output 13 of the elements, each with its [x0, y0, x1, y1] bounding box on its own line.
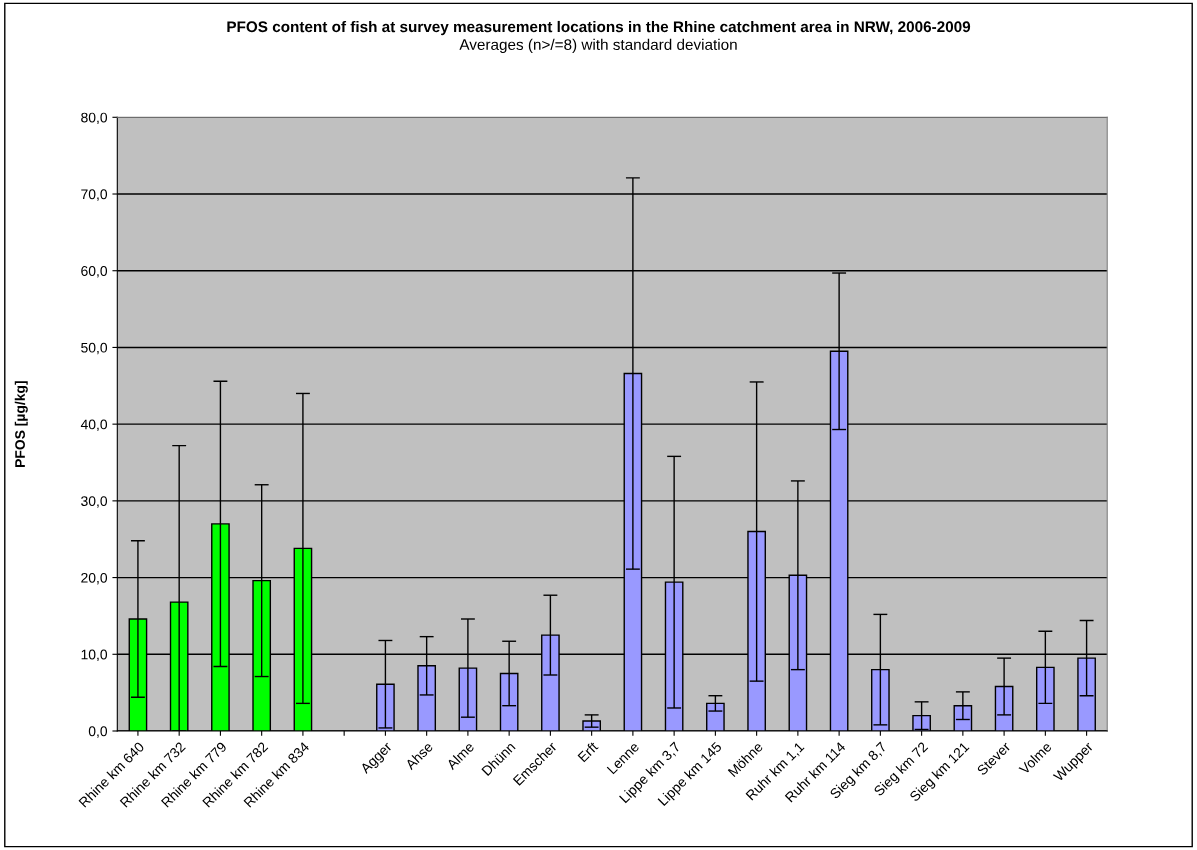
y-tick-label: 60,0: [81, 266, 108, 278]
y-tick-label: 50,0: [81, 342, 108, 355]
chart-title: PFOS content of fish at survey measurement locations in the Rhine catchment area in NRW, 2006-2009: [227, 20, 971, 36]
y-tick-label: 30,0: [81, 496, 108, 508]
y-tick-label: 10,0: [81, 649, 108, 662]
y-tick-label: 70,0: [81, 189, 108, 201]
chart-subtitle: Averages (n>/=8) with standard deviation: [459, 38, 737, 54]
y-tick-label: 0,0: [88, 726, 108, 738]
y-tick-label: 80,0: [81, 112, 108, 125]
y-tick-label: 20,0: [81, 572, 108, 585]
x-tick-label: Erft: [577, 740, 599, 763]
y-tick-label: 40,0: [80, 419, 108, 431]
y-axis-title: PFOS [µg/kg]: [14, 381, 28, 467]
